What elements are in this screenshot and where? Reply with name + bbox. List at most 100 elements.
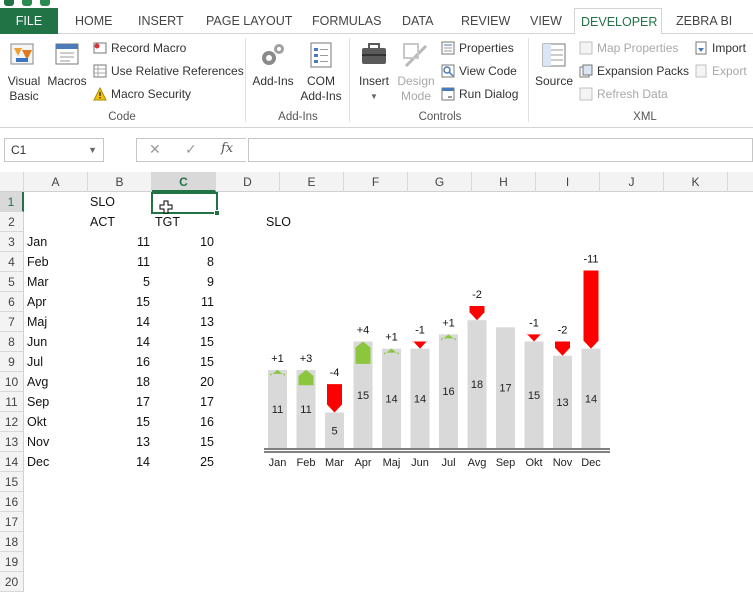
column-header-h[interactable]: H: [472, 172, 536, 192]
cell-tgt[interactable]: 8: [207, 255, 214, 269]
enter-icon[interactable]: ✓: [185, 141, 197, 157]
cell-month[interactable]: Feb: [27, 255, 49, 269]
cell-act[interactable]: 16: [136, 355, 150, 369]
row-header-17[interactable]: 17: [0, 512, 24, 532]
cell-tgt[interactable]: 11: [201, 295, 214, 309]
cell-act[interactable]: 13: [136, 435, 150, 449]
visual-basic-button[interactable]: Visual Basic: [4, 40, 44, 104]
record-macro-button[interactable]: Record Macro: [93, 39, 186, 57]
fill-handle[interactable]: [214, 210, 220, 216]
row-header-19[interactable]: 19: [0, 552, 24, 572]
chart-bar[interactable]: [553, 355, 572, 448]
insert-control-button[interactable]: Insert ▼: [354, 40, 394, 104]
cell-act[interactable]: 14: [136, 455, 150, 469]
name-box[interactable]: C1 ▼: [4, 138, 104, 162]
cell-month[interactable]: Apr: [27, 295, 47, 309]
xml-source-button[interactable]: Source: [533, 40, 575, 89]
row-header-2[interactable]: 2: [0, 212, 24, 232]
cell-tgt[interactable]: 15: [200, 355, 214, 369]
cell-month[interactable]: Mar: [27, 275, 49, 289]
cancel-icon[interactable]: ✕: [149, 141, 161, 157]
row-header-5[interactable]: 5: [0, 272, 24, 292]
chart-bar[interactable]: [268, 369, 287, 448]
refresh-data-button[interactable]: Refresh Data: [579, 85, 668, 103]
row-header-7[interactable]: 7: [0, 312, 24, 332]
tab-view[interactable]: VIEW: [530, 14, 562, 28]
chart-bar[interactable]: [410, 348, 430, 448]
cell-month[interactable]: Sep: [27, 395, 50, 409]
cell-act[interactable]: 11: [137, 235, 150, 249]
design-mode-button[interactable]: Design Mode: [395, 40, 437, 104]
cell-act[interactable]: 15: [136, 415, 150, 429]
variance-chart[interactable]: 11 Jan +1 11 Feb +3 5 Mar -4 15 Apr +4 14 Maj +1 14 Jun -…: [260, 230, 610, 480]
cell-tgt[interactable]: 17: [200, 395, 214, 409]
cell-month[interactable]: Avg: [27, 375, 49, 389]
cell-act[interactable]: 11: [137, 255, 150, 269]
macro-security-button[interactable]: Macro Security: [93, 85, 191, 103]
row-header-16[interactable]: 16: [0, 492, 24, 512]
cell-month[interactable]: Jun: [27, 335, 48, 349]
column-header-a[interactable]: A: [24, 172, 88, 192]
cell-month[interactable]: Jul: [27, 355, 43, 369]
cell-tgt[interactable]: 13: [200, 315, 214, 329]
save-icon[interactable]: [4, 0, 14, 6]
run-dialog-button[interactable]: Run Dialog: [441, 85, 518, 103]
worksheet-grid[interactable]: A B C D E F G H I J K 1 2 3 4 5 6 7 8 9 10 11 12 13 1…: [0, 172, 753, 596]
add-ins-button[interactable]: Add-Ins: [250, 40, 296, 89]
active-cell-selection[interactable]: [151, 192, 220, 216]
row-header-1[interactable]: 1: [0, 192, 24, 212]
cell-b1[interactable]: SLO: [90, 195, 116, 209]
cell-month[interactable]: Dec: [27, 455, 50, 469]
macros-button[interactable]: Macros: [44, 40, 90, 89]
chart-bar[interactable]: [353, 341, 373, 449]
column-header-f[interactable]: F: [344, 172, 408, 192]
select-all-corner[interactable]: [0, 172, 24, 192]
cell-tgt[interactable]: 15: [200, 435, 214, 449]
column-header-k[interactable]: K: [664, 172, 728, 192]
relative-references-button[interactable]: Use Relative References: [93, 62, 244, 80]
column-header-i[interactable]: I: [536, 172, 600, 192]
row-header-8[interactable]: 8: [0, 332, 24, 352]
cell-tgt[interactable]: 10: [200, 235, 214, 249]
cell-tgt[interactable]: 9: [207, 275, 214, 289]
column-header-d[interactable]: D: [216, 172, 280, 192]
row-header-3[interactable]: 3: [0, 232, 24, 252]
column-header-b[interactable]: B: [88, 172, 152, 192]
row-header-12[interactable]: 12: [0, 412, 24, 432]
tab-data[interactable]: DATA: [402, 14, 434, 28]
undo-icon[interactable]: [22, 0, 32, 6]
cell-act[interactable]: 14: [136, 335, 150, 349]
tab-insert[interactable]: INSERT: [138, 14, 184, 28]
row-header-6[interactable]: 6: [0, 292, 24, 312]
row-header-14[interactable]: 14: [0, 452, 24, 472]
cell-tgt[interactable]: 20: [200, 375, 214, 389]
properties-button[interactable]: Properties: [441, 39, 514, 57]
map-properties-button[interactable]: Map Properties: [579, 39, 678, 57]
chart-bar[interactable]: [382, 348, 401, 448]
tab-review[interactable]: REVIEW: [461, 14, 511, 28]
row-header-13[interactable]: 13: [0, 432, 24, 452]
chart-bar[interactable]: [467, 320, 487, 448]
row-header-10[interactable]: 10: [0, 372, 24, 392]
tab-file[interactable]: FILE: [0, 8, 58, 34]
cell-month[interactable]: Okt: [27, 415, 47, 429]
column-header-j[interactable]: J: [600, 172, 664, 192]
cell-tgt[interactable]: 16: [200, 415, 214, 429]
column-header-c[interactable]: C: [152, 172, 216, 192]
chart-bar[interactable]: [325, 412, 344, 449]
cell-month[interactable]: Nov: [27, 435, 50, 449]
cell-act[interactable]: 15: [136, 295, 150, 309]
cell-tgt[interactable]: 15: [200, 335, 214, 349]
cell-act[interactable]: 14: [136, 315, 150, 329]
formula-input[interactable]: [248, 138, 753, 162]
chevron-down-icon[interactable]: ▼: [88, 145, 97, 155]
chart-bar[interactable]: [496, 327, 515, 448]
cell-month[interactable]: Maj: [27, 315, 48, 329]
cell-month[interactable]: Jan: [27, 235, 48, 249]
cell-b2[interactable]: ACT: [90, 215, 115, 229]
tab-page-layout[interactable]: PAGE LAYOUT: [206, 14, 293, 28]
chart-bar[interactable]: [524, 341, 544, 449]
tab-developer[interactable]: DEVELOPER: [574, 8, 662, 35]
row-header-15[interactable]: 15: [0, 472, 24, 492]
column-header-g[interactable]: G: [408, 172, 472, 192]
